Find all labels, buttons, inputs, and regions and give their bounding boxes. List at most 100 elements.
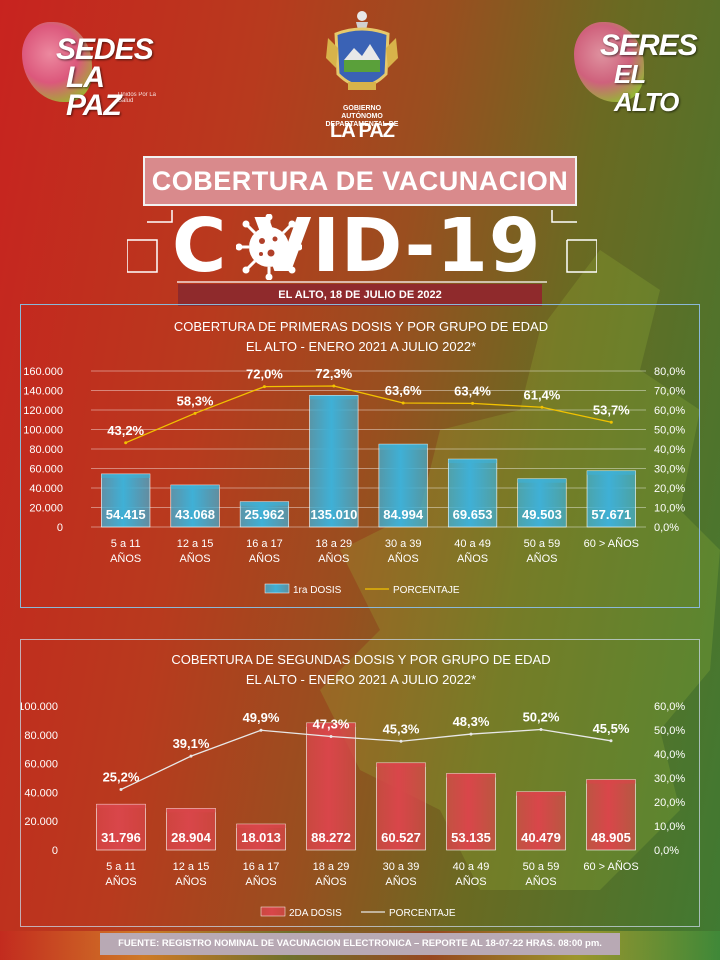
chart2-bar-label: 88.272 bbox=[311, 830, 351, 845]
sedes-logo-tagline: Unidos Por La Salud bbox=[118, 92, 157, 104]
chart2-ytick-label: 60.000 bbox=[24, 759, 58, 771]
chart1-ytick-label: 80.000 bbox=[29, 444, 63, 456]
chart2-y2tick-label: 50,0% bbox=[654, 725, 685, 737]
chart1-y2tick-label: 20,0% bbox=[654, 483, 685, 495]
chart2-bar-top bbox=[306, 722, 356, 727]
chart1-bar-top bbox=[517, 478, 567, 483]
chart1-bar bbox=[586, 470, 636, 528]
chart1-bar-label: 43.068 bbox=[175, 507, 215, 522]
chart2-ytick-label: 100.000 bbox=[21, 701, 58, 713]
chart2-bar-top bbox=[516, 791, 566, 796]
chart2-ytick-label: 20.000 bbox=[24, 816, 58, 828]
chart2-category-label: 60 > AÑOS bbox=[583, 860, 638, 873]
chart1-percent-point bbox=[609, 420, 613, 424]
crest-icon bbox=[326, 11, 398, 90]
chart1-svg: 0 20.000 40.000 60.000 80.000 100.000 120.000 1… bbox=[23, 366, 685, 596]
chart1-bar-label: 25.962 bbox=[245, 507, 285, 522]
chart2-bar-label: 40.479 bbox=[521, 830, 561, 845]
chart1-bar-label: 49.503 bbox=[522, 507, 562, 522]
chart1-percent-point bbox=[124, 441, 128, 445]
chart1-category-label: 30 a 39 bbox=[385, 538, 422, 550]
sedes-logo-text-1: SEDES bbox=[56, 33, 154, 66]
gobernacion-crest: GOBIERNO AUTÓNOMO DEPARTAMENTAL DE LA PA… bbox=[322, 8, 402, 142]
covid-19-heading: C VID-19 bbox=[172, 206, 548, 286]
chart1-bar-top bbox=[448, 459, 497, 464]
chart1-y2tick-label: 60,0% bbox=[654, 405, 685, 417]
chart2-percent-point bbox=[469, 732, 473, 736]
chart1-bar-top bbox=[170, 485, 220, 490]
chart1-y2tick-label: 80,0% bbox=[654, 366, 685, 378]
chart2-percent-label: 45,5% bbox=[593, 721, 630, 736]
chart1-category-label: AÑOS bbox=[457, 552, 488, 565]
chart1-bar-top bbox=[101, 473, 150, 478]
covid-label: C VID-19 bbox=[172, 203, 542, 289]
chart1-bar-label: 57.671 bbox=[591, 507, 631, 522]
chart1-percent-point bbox=[262, 385, 266, 389]
chart1-y2tick-label: 30,0% bbox=[654, 464, 685, 476]
chart1-category-label: AÑOS bbox=[179, 552, 210, 565]
chart2-percent-label: 45,3% bbox=[383, 721, 420, 736]
sedes-la-paz-logo: SEDES LA PAZ Unidos Por La Salud bbox=[22, 22, 162, 121]
chart2-y2tick-label: 30,0% bbox=[654, 773, 685, 785]
chart-panel-second-doses: COBERTURA DE SEGUNDAS DOSIS Y POR GRUPO … bbox=[18, 639, 701, 927]
chart2-bar bbox=[586, 779, 636, 851]
chart1-bar-label: 135.010 bbox=[310, 507, 357, 522]
chart2-category-label: AÑOS bbox=[385, 875, 416, 888]
chart2-ytick-label: 80.000 bbox=[24, 730, 58, 742]
chart1-category-label: 16 a 17 bbox=[246, 538, 283, 550]
sedes-logo-text-2: LA PAZ bbox=[66, 61, 122, 122]
chart1-category-label: AÑOS bbox=[249, 552, 280, 565]
chart2-percent-line bbox=[120, 728, 612, 791]
crest-gov-line2: DEPARTAMENTAL DE bbox=[325, 121, 399, 128]
chart2-legend-line-label: PORCENTAJE bbox=[389, 908, 456, 919]
chart2-percent-label: 50,2% bbox=[523, 710, 560, 725]
chart2-svg: 0 20.000 40.000 60.000 80.000 100.000 0,0% 10,0… bbox=[18, 701, 685, 919]
chart2-bar-label: 48.905 bbox=[591, 830, 631, 845]
chart1-percent-label: 63,6% bbox=[385, 383, 422, 398]
chart1-category-label: 50 a 59 bbox=[524, 538, 561, 550]
chart2-category-label: AÑOS bbox=[315, 875, 346, 888]
chart2-category-label: AÑOS bbox=[175, 875, 206, 888]
chart2-bar bbox=[96, 803, 146, 851]
chart1-y2tick-label: 0,0% bbox=[654, 522, 679, 534]
chart2-bar-top bbox=[586, 779, 636, 784]
chart2-y2tick-label: 0,0% bbox=[654, 845, 679, 857]
chart2-ytick-label: 40.000 bbox=[24, 787, 58, 799]
virus-icon bbox=[236, 214, 302, 280]
chart1-percent-label: 53,7% bbox=[593, 402, 630, 417]
chart1-ytick-label: 100.000 bbox=[23, 425, 63, 437]
chart1-bar-top bbox=[587, 470, 636, 475]
chart2-percent-point bbox=[399, 739, 403, 743]
chart1-y2tick-label: 70,0% bbox=[654, 386, 685, 398]
chart2-bar bbox=[516, 791, 566, 851]
chart1-percent-label: 58,3% bbox=[177, 393, 214, 408]
chart2-bar-top bbox=[96, 804, 146, 809]
chart1-ytick-label: 140.000 bbox=[23, 386, 63, 398]
chart1-category-label: 40 a 49 bbox=[454, 538, 491, 550]
chart2-bar-label: 60.527 bbox=[381, 830, 421, 845]
chart1-category-label: 12 a 15 bbox=[177, 538, 214, 550]
chart1-percent-point bbox=[401, 401, 405, 405]
chart1-category-label: 60 > AÑOS bbox=[584, 537, 639, 550]
page-title: COBERTURA DE VACUNACION bbox=[143, 156, 577, 206]
chart2-title: COBERTURA DE SEGUNDAS DOSIS Y POR GRUPO … bbox=[21, 650, 701, 690]
chart2-bar-label: 18.013 bbox=[241, 830, 281, 845]
chart2-percent-label: 39,1% bbox=[173, 736, 210, 751]
chart1-bar bbox=[378, 443, 428, 528]
chart1-bar-top bbox=[240, 501, 289, 506]
chart2-category-label: 12 a 15 bbox=[173, 861, 210, 873]
chart2-bar-label: 53.135 bbox=[451, 830, 491, 845]
chart1-category-label: AÑOS bbox=[526, 552, 557, 565]
chart1-category-label: AÑOS bbox=[318, 552, 349, 565]
chart1-y2tick-label: 50,0% bbox=[654, 425, 685, 437]
chart1-bar bbox=[517, 478, 567, 528]
chart2-percent-point bbox=[189, 754, 193, 758]
chart2-percent-point bbox=[119, 788, 123, 792]
chart2-percent-label: 49,9% bbox=[243, 710, 280, 725]
chart2-percent-point bbox=[539, 728, 543, 732]
chart1-category-label: AÑOS bbox=[388, 552, 419, 565]
chart1-percent-line bbox=[125, 385, 612, 444]
chart2-percent-label: 48,3% bbox=[453, 714, 490, 729]
crest-gov-line1: GOBIERNO AUTÓNOMO bbox=[341, 105, 383, 120]
chart1-bar bbox=[170, 484, 220, 528]
